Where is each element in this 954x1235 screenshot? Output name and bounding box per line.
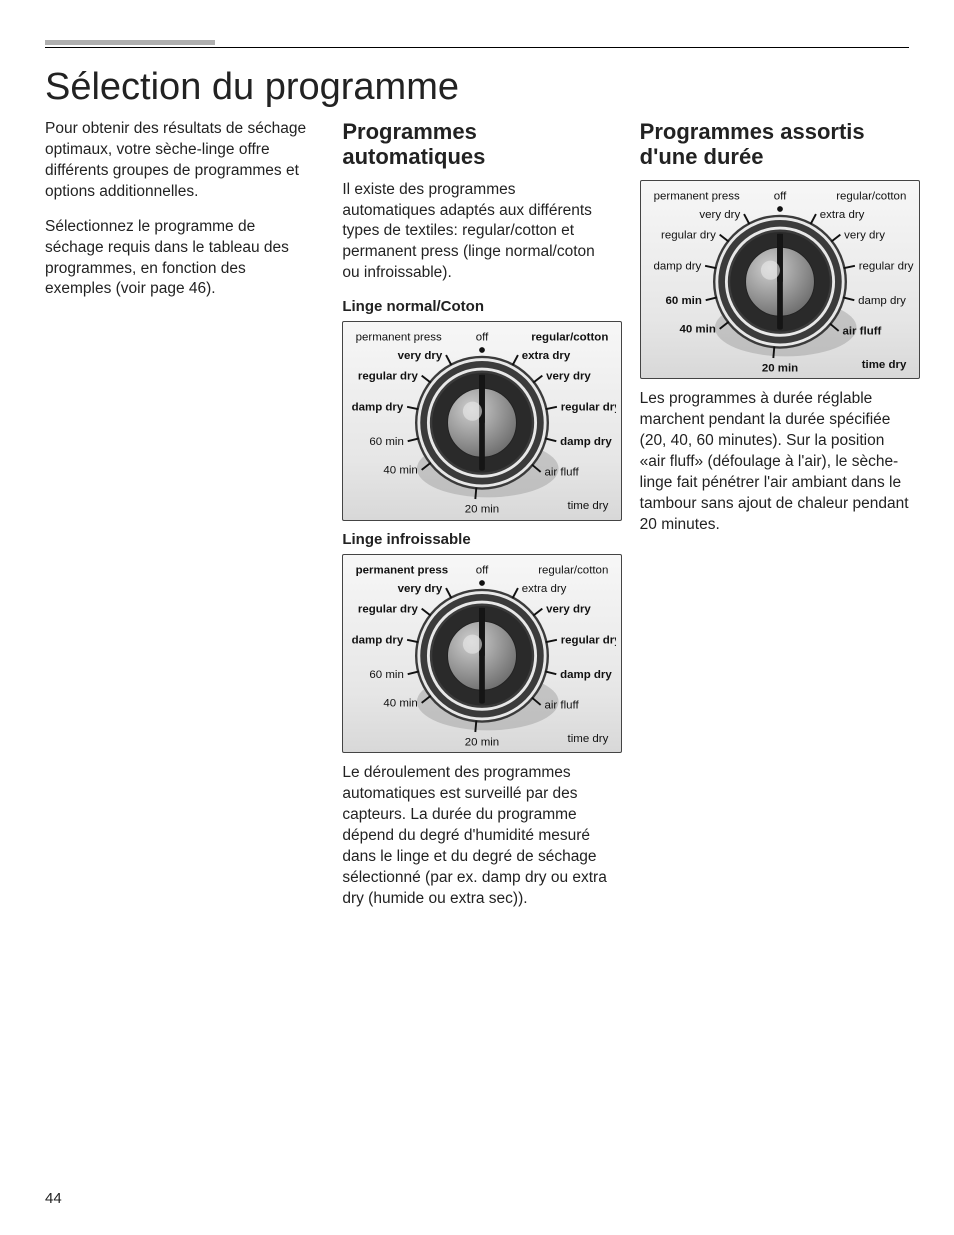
timed-para-1: Les programmes à durée réglable marchent… [640, 389, 909, 535]
page-number: 44 [45, 1190, 62, 1207]
col-timed: Programmes assortis d'une durée permanen… [640, 119, 909, 924]
svg-text:40 min: 40 min [679, 323, 715, 335]
svg-text:40 min: 40 min [384, 465, 418, 477]
svg-text:time dry: time dry [861, 358, 906, 370]
svg-text:damp dry: damp dry [560, 436, 612, 448]
svg-text:regular dry: regular dry [561, 402, 616, 414]
content-columns: Pour obtenir des résultats de séchage op… [45, 119, 909, 924]
svg-text:extra dry: extra dry [522, 350, 571, 362]
svg-text:very dry: very dry [546, 371, 591, 383]
svg-text:time dry: time dry [568, 733, 609, 745]
svg-text:extra dry: extra dry [522, 583, 567, 595]
svg-text:regular dry: regular dry [858, 260, 913, 272]
svg-text:60 min: 60 min [370, 669, 404, 681]
heading-timed: Programmes assortis d'une durée [640, 119, 909, 170]
svg-text:regular dry: regular dry [358, 371, 419, 383]
manual-page: Sélection du programme Pour obtenir des … [0, 0, 954, 1235]
caption-perm: Linge infroissable [342, 531, 611, 548]
dial-svg-perm: permanent press off regular/cotton extra dr… [348, 560, 616, 747]
auto-para-2: Le déroulement des programmes automatiqu… [342, 763, 611, 909]
svg-text:damp dry: damp dry [560, 669, 612, 681]
svg-text:damp dry: damp dry [858, 295, 906, 307]
svg-text:20 min: 20 min [761, 362, 797, 372]
svg-text:very dry: very dry [398, 583, 443, 595]
svg-text:very dry: very dry [546, 603, 591, 615]
svg-text:time dry: time dry [568, 500, 609, 512]
svg-text:very dry: very dry [398, 350, 443, 362]
svg-text:regular/cotton: regular/cotton [532, 332, 609, 344]
header-rule [45, 47, 909, 48]
svg-text:permanent press: permanent press [356, 332, 442, 344]
dial-svg-timed: permanent press off regular/cotton extra dr… [646, 186, 914, 373]
svg-text:permanent press: permanent press [653, 190, 739, 202]
svg-text:air fluff: air fluff [842, 325, 881, 337]
svg-text:off: off [476, 564, 489, 576]
auto-para-1: Il existe des programmes automatiques ad… [342, 180, 611, 285]
svg-text:regular dry: regular dry [358, 603, 419, 615]
svg-text:20 min: 20 min [465, 736, 499, 746]
svg-text:extra dry: extra dry [819, 209, 864, 221]
svg-text:20 min: 20 min [465, 504, 499, 514]
heading-auto: Programmes automatiques [342, 119, 611, 170]
svg-text:very dry: very dry [844, 229, 885, 241]
dial-figure-timed: permanent press off regular/cotton extra dr… [640, 180, 920, 380]
svg-text:60 min: 60 min [665, 295, 701, 307]
dial-svg-cotton: permanent press off regular/cotton extra dr… [348, 327, 616, 514]
col-intro: Pour obtenir des résultats de séchage op… [45, 119, 314, 924]
header-marker [45, 40, 215, 45]
svg-text:damp dry: damp dry [352, 402, 404, 414]
svg-text:damp dry: damp dry [653, 260, 701, 272]
svg-text:regular/cotton: regular/cotton [539, 564, 609, 576]
dial-figure-perm: permanent press off regular/cotton extra dr… [342, 554, 622, 754]
svg-text:air fluff: air fluff [545, 467, 580, 479]
svg-text:off: off [476, 332, 489, 344]
dial-figure-cotton: permanent press off regular/cotton extra dr… [342, 321, 622, 521]
svg-text:60 min: 60 min [370, 436, 404, 448]
svg-text:40 min: 40 min [384, 698, 418, 710]
svg-text:regular dry: regular dry [561, 634, 616, 646]
svg-text:damp dry: damp dry [352, 634, 404, 646]
svg-text:very dry: very dry [699, 209, 740, 221]
intro-para-2: Sélectionnez le programme de séchage req… [45, 217, 314, 301]
col-auto: Programmes automatiques Il existe des pr… [342, 119, 611, 924]
svg-text:regular dry: regular dry [661, 229, 716, 241]
svg-text:off: off [773, 190, 786, 202]
svg-text:regular/cotton: regular/cotton [836, 190, 906, 202]
caption-cotton: Linge normal/Coton [342, 298, 611, 315]
intro-para-1: Pour obtenir des résultats de séchage op… [45, 119, 314, 203]
svg-text:permanent press: permanent press [356, 564, 448, 576]
svg-text:air fluff: air fluff [545, 700, 580, 712]
page-title: Sélection du programme [45, 66, 909, 109]
